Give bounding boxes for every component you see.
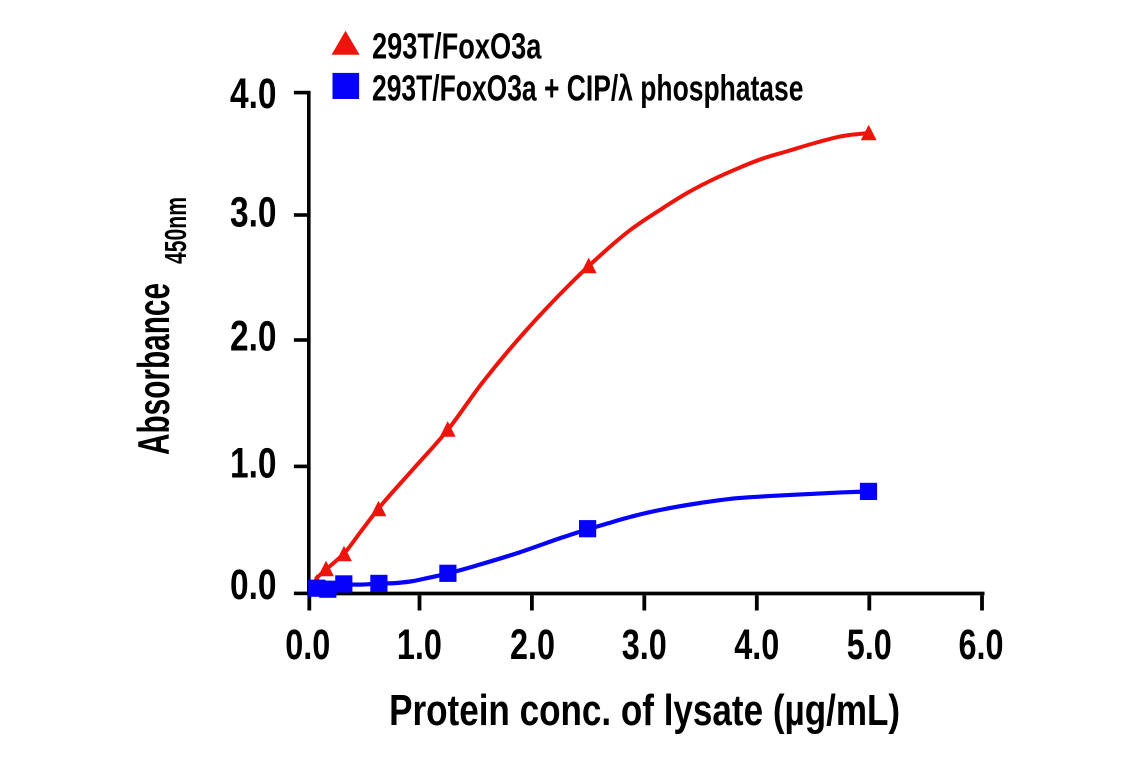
svg-text:1.0: 1.0 [230, 439, 277, 487]
svg-text:Absorbance: Absorbance [130, 283, 179, 455]
svg-text:0.0: 0.0 [230, 561, 277, 609]
svg-text:3.0: 3.0 [622, 621, 667, 669]
svg-text:2.0: 2.0 [230, 313, 277, 361]
svg-text:450nm: 450nm [159, 197, 193, 264]
svg-text:6.0: 6.0 [959, 621, 1004, 669]
svg-text:1.0: 1.0 [397, 621, 442, 669]
svg-text:Protein conc. of lysate (µg/mL: Protein conc. of lysate (µg/mL) [389, 687, 900, 735]
svg-text:293T/FoxO3a + CIP/λ phosphatas: 293T/FoxO3a + CIP/λ phosphatase [372, 67, 803, 108]
svg-text:4.0: 4.0 [734, 621, 779, 669]
svg-text:5.0: 5.0 [847, 621, 892, 669]
svg-text:3.0: 3.0 [230, 189, 277, 237]
svg-text:4.0: 4.0 [230, 70, 277, 118]
svg-text:0.0: 0.0 [285, 621, 330, 669]
svg-text:2.0: 2.0 [510, 621, 555, 669]
svg-text:293T/FoxO3a: 293T/FoxO3a [372, 25, 542, 66]
